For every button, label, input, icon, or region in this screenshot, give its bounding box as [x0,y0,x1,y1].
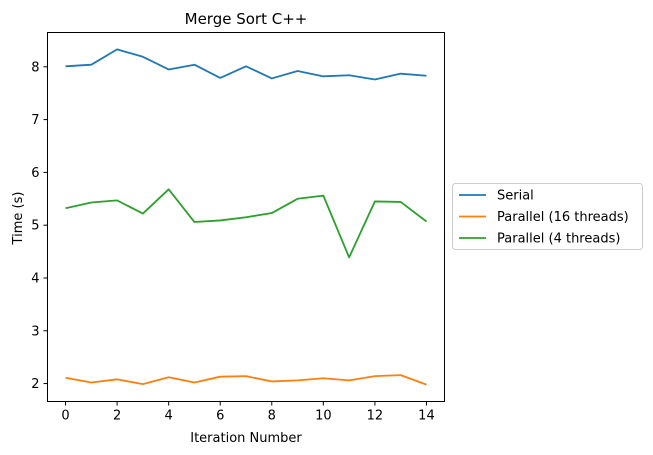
series-line-parallel-4-threads [65,188,427,259]
x-tick-label: 8 [268,409,276,424]
y-tick-label: 7 [31,113,39,128]
chart-title: Merge Sort C++ [185,10,308,28]
x-axis-label: Iteration Number [190,431,302,446]
legend-label: Parallel (16 threads) [497,210,629,225]
series-line-parallel-16-threads [65,374,427,386]
x-tick-label: 2 [113,409,121,424]
y-tick-label: 2 [31,377,39,392]
y-tick-label: 8 [31,60,39,75]
legend-box [452,183,643,250]
x-tick-label: 0 [61,409,69,424]
x-tick-label: 10 [315,409,332,424]
axis-ticks: 0 2 4 6 8 10 12 14 2 3 4 5 6 7 8 [31,60,435,423]
y-tick-label: 3 [31,324,39,339]
y-tick-label: 6 [31,166,39,181]
plot-frame [47,32,445,402]
x-tick-label: 12 [367,409,384,424]
y-tick-label: 5 [31,219,39,234]
legend-label: Parallel (4 threads) [497,232,620,247]
x-tick-label: 6 [216,409,224,424]
y-tick-label: 4 [31,271,39,286]
series-line-serial [65,48,427,81]
x-tick-label: 4 [165,409,173,424]
series-lines [65,48,427,386]
x-tick-label: 14 [418,409,435,424]
legend-label: Serial [497,189,534,204]
y-axis-label: Time (s) [11,192,26,246]
legend: Serial Parallel (16 threads) Parallel (4 t… [452,183,643,250]
